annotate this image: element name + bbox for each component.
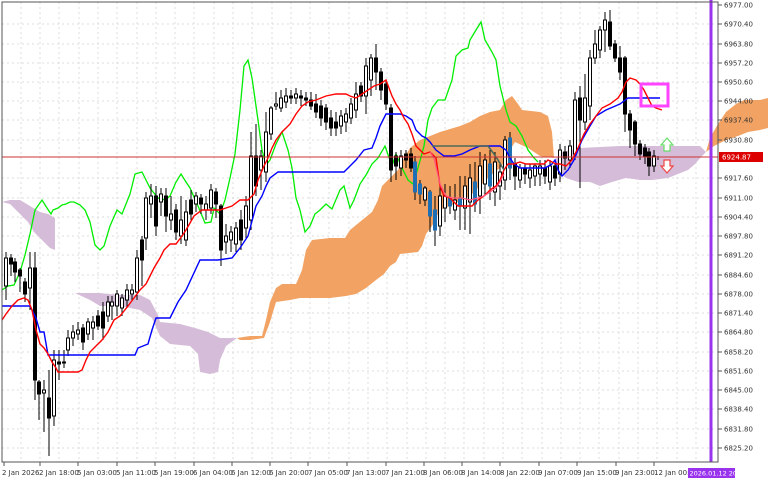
x-tick-label: 2 Jan 18:00	[39, 469, 79, 477]
arrow-up-icon	[659, 137, 675, 152]
x-tick-label: 6 Jan 20:00	[269, 469, 309, 477]
y-tick-label: 6838.40	[724, 406, 753, 414]
y-tick-label: 6851.60	[724, 368, 753, 376]
x-tick-label: 5 Jan 11:00	[116, 469, 156, 477]
tenkan-sen-line	[1, 77, 663, 373]
y-tick-label: 6897.80	[724, 233, 753, 241]
x-tick-label: 6 Jan 12:00	[231, 469, 271, 477]
y-tick-label: 6944.00	[724, 98, 753, 106]
kijun-sen-line	[2, 97, 660, 356]
y-tick-label: 6950.60	[724, 79, 753, 87]
y-tick-label: 6845.00	[724, 387, 753, 395]
x-tick-label: 8 Jan 22:00	[500, 469, 540, 477]
x-tick-label: 9 Jan 23:00	[615, 469, 655, 477]
y-tick-label: 6891.20	[724, 252, 753, 260]
y-tick-label: 6963.80	[724, 41, 753, 49]
current-price-label: 6924.87	[722, 154, 751, 162]
y-tick-label: 6930.80	[724, 137, 753, 145]
x-tick-label: 5 Jan 03:00	[77, 469, 117, 477]
plot-frame	[1, 1, 719, 463]
x-tick-label: 8 Jan 14:00	[461, 469, 501, 477]
y-tick-label: 6970.40	[724, 21, 753, 29]
y-tick-label: 6825.20	[724, 445, 753, 453]
x-tick-label: 5 Jan 19:00	[154, 469, 194, 477]
x-tick-label: 7 Jan 05:00	[308, 469, 348, 477]
x-tick-label: 9 Jan 15:00	[577, 469, 617, 477]
x-tick-label: 6 Jan 04:00	[193, 469, 233, 477]
y-tick-label: 6957.20	[724, 60, 753, 68]
y-tick-label: 6831.80	[724, 426, 753, 434]
y-tick-label: 6917.60	[724, 175, 753, 183]
y-tick-label: 6878.00	[724, 291, 753, 299]
x-tick-label: 7 Jan 21:00	[385, 469, 425, 477]
y-tick-label: 6864.80	[724, 329, 753, 337]
senkou-overlay-line	[432, 145, 505, 171]
y-axis: 6977.00 6970.40 6963.80 6957.20 6950.60 …	[718, 2, 753, 453]
x-tick-label: 7 Jan 13:00	[346, 469, 386, 477]
y-tick-label: 6884.60	[724, 272, 753, 280]
y-tick-label: 6904.40	[724, 214, 753, 222]
y-tick-label: 6977.00	[724, 2, 753, 10]
time-marker-badge: 2026.01.12 20:00	[688, 468, 748, 478]
y-tick-label: 6937.40	[724, 117, 753, 125]
highlight-rectangle[interactable]	[639, 82, 670, 108]
x-axis: 2 Jan 2026 2 Jan 18:00 5 Jan 03:00 5 Jan…	[2, 462, 698, 477]
y-tick-label: 6858.20	[724, 349, 753, 357]
current-price-badge: 6924.87	[719, 152, 763, 162]
x-tick-label: 2 Jan 2026	[2, 469, 40, 477]
time-marker-label: 2026.01.12 20:00	[690, 470, 748, 478]
y-tick-label: 6911.00	[724, 195, 753, 203]
candlesticks	[4, 10, 659, 456]
x-tick-label: 9 Jan 07:00	[538, 469, 578, 477]
x-tick-label: 8 Jan 06:00	[423, 469, 463, 477]
tenkan-pink-segment	[429, 151, 505, 201]
x-tick-label: 12 Jan 00:00	[654, 469, 698, 477]
kumo-bearish	[2, 146, 706, 374]
y-tick-label: 6871.40	[724, 310, 753, 318]
arrow-down-icon	[659, 159, 675, 174]
